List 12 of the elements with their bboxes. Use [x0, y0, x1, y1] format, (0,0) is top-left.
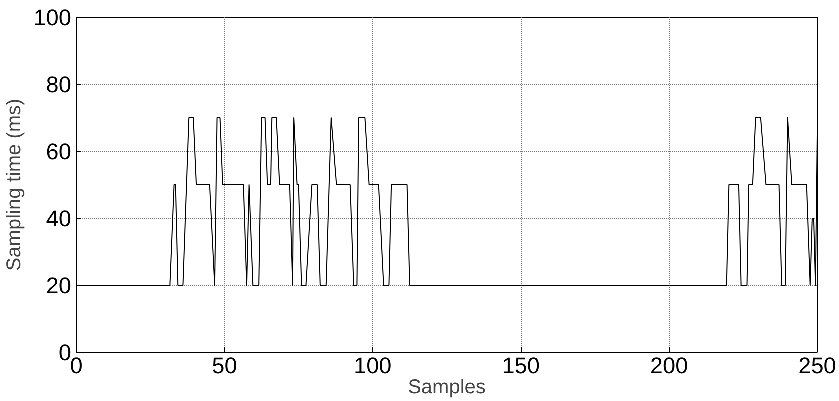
y-tick-label: 60: [46, 138, 72, 164]
x-tick-label: 100: [354, 352, 392, 378]
y-tick-label: 80: [46, 72, 72, 98]
x-tick-label: 250: [798, 352, 836, 378]
y-tick-label: 100: [34, 4, 72, 30]
x-tick-label: 200: [650, 352, 688, 378]
y-axis-title: Sampling time (ms): [4, 98, 26, 272]
x-tick-label: 150: [502, 352, 540, 378]
x-tick-label: 50: [212, 352, 238, 378]
x-axis-title: Samples: [408, 376, 486, 398]
y-tick-label: 40: [46, 206, 72, 232]
y-tick-label: 20: [46, 272, 72, 298]
